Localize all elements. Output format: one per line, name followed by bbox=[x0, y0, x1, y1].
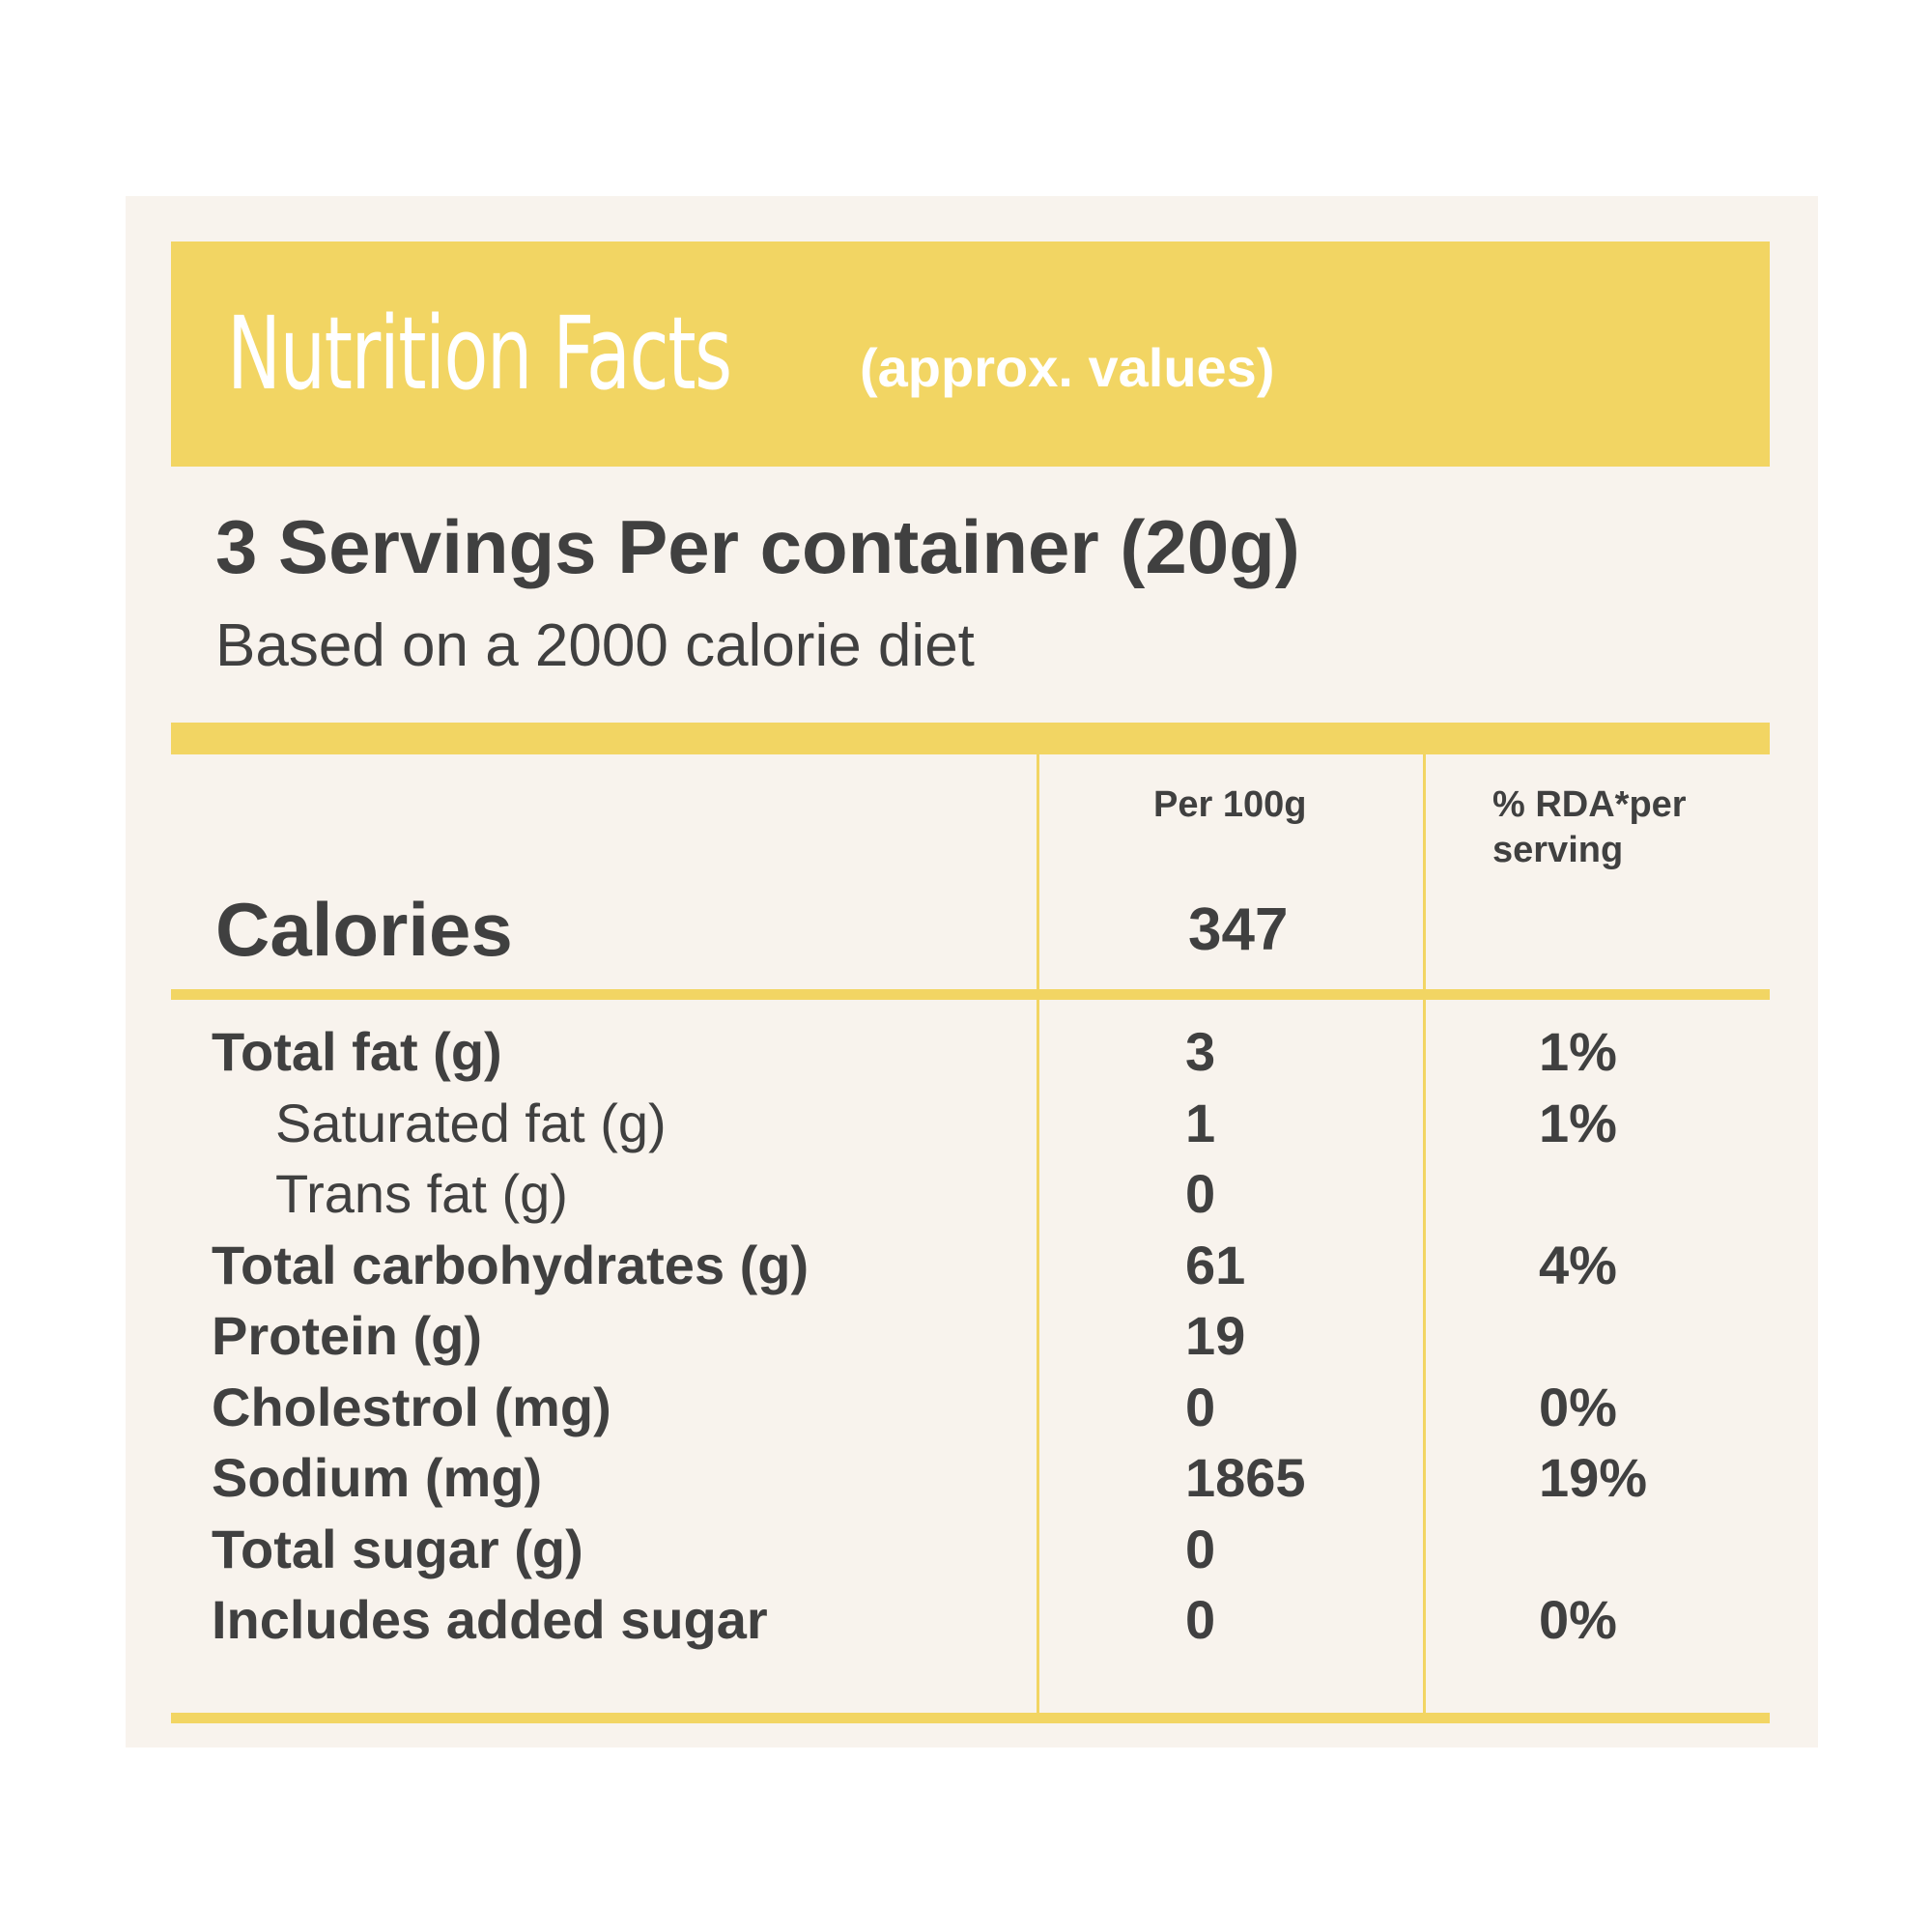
nutrient-name: Trans fat (g) bbox=[275, 1163, 568, 1224]
nutrient-rda: 0% bbox=[1539, 1376, 1617, 1437]
nutrient-row: Sodium (mg) 1865 19% bbox=[126, 1445, 1818, 1517]
label-subtitle: (approx. values) bbox=[860, 337, 1275, 398]
nutrient-name: Cholestrol (mg) bbox=[212, 1376, 611, 1437]
nutrient-rda: 19% bbox=[1539, 1447, 1648, 1508]
nutrient-per-100g: 61 bbox=[1185, 1234, 1246, 1295]
nutrient-per-100g: 3 bbox=[1185, 1021, 1216, 1082]
nutrient-rda: 1% bbox=[1539, 1021, 1617, 1082]
nutrient-per-100g: 1 bbox=[1185, 1092, 1216, 1153]
nutrient-name: Total fat (g) bbox=[212, 1021, 502, 1082]
calories-label: Calories bbox=[215, 887, 513, 972]
nutrient-row: Total fat (g) 3 1% bbox=[126, 1019, 1818, 1091]
title-band: Nutrition Facts (approx. values) bbox=[171, 242, 1770, 467]
nutrient-name: Sodium (mg) bbox=[212, 1447, 543, 1508]
column-header-per-100g: Per 100g bbox=[1153, 784, 1307, 825]
nutrient-row: Trans fat (g) 0 bbox=[126, 1161, 1818, 1233]
nutrient-name: Includes added sugar bbox=[212, 1589, 768, 1650]
label-title: Nutrition Facts bbox=[227, 295, 732, 412]
nutrient-per-100g: 0 bbox=[1185, 1376, 1216, 1437]
nutrient-row: Includes added sugar 0 0% bbox=[126, 1587, 1818, 1659]
diet-note: Based on a 2000 calorie diet bbox=[215, 612, 975, 679]
nutrient-name: Total carbohydrates (g) bbox=[212, 1234, 810, 1295]
nutrient-rda: 4% bbox=[1539, 1234, 1617, 1295]
divider-bottom bbox=[171, 1713, 1770, 1723]
column-divider-2 bbox=[1423, 754, 1426, 1714]
nutrient-row: Cholestrol (mg) 0 0% bbox=[126, 1375, 1818, 1446]
nutrient-per-100g: 0 bbox=[1185, 1163, 1216, 1224]
nutrient-per-100g: 19 bbox=[1185, 1305, 1246, 1366]
nutrient-per-100g: 0 bbox=[1185, 1589, 1216, 1650]
servings-per-container: 3 Servings Per container (20g) bbox=[215, 504, 1300, 589]
nutrient-per-100g: 0 bbox=[1185, 1518, 1216, 1579]
nutrient-name: Saturated fat (g) bbox=[275, 1092, 667, 1153]
divider-thick bbox=[171, 723, 1770, 754]
nutrient-rda: 1% bbox=[1539, 1092, 1617, 1153]
nutrient-name: Total sugar (g) bbox=[212, 1518, 583, 1579]
nutrient-row: Total sugar (g) 0 bbox=[126, 1517, 1818, 1588]
nutrient-row: Protein (g) 19 bbox=[126, 1303, 1818, 1375]
nutrient-name: Protein (g) bbox=[212, 1305, 482, 1366]
nutrition-label: Nutrition Facts (approx. values) 3 Servi… bbox=[126, 196, 1818, 1747]
nutrient-rda: 0% bbox=[1539, 1589, 1617, 1650]
column-header-rda: % RDA*per serving bbox=[1492, 784, 1687, 870]
nutrient-per-100g: 1865 bbox=[1185, 1447, 1306, 1508]
column-divider-1 bbox=[1037, 754, 1039, 1714]
divider-calories bbox=[171, 989, 1770, 1000]
nutrient-table: Total fat (g) 3 1% Saturated fat (g) 1 1… bbox=[126, 1019, 1818, 1659]
nutrient-row: Total carbohydrates (g) 61 4% bbox=[126, 1233, 1818, 1304]
calories-value: 347 bbox=[1188, 896, 1289, 963]
nutrient-row: Saturated fat (g) 1 1% bbox=[126, 1091, 1818, 1162]
